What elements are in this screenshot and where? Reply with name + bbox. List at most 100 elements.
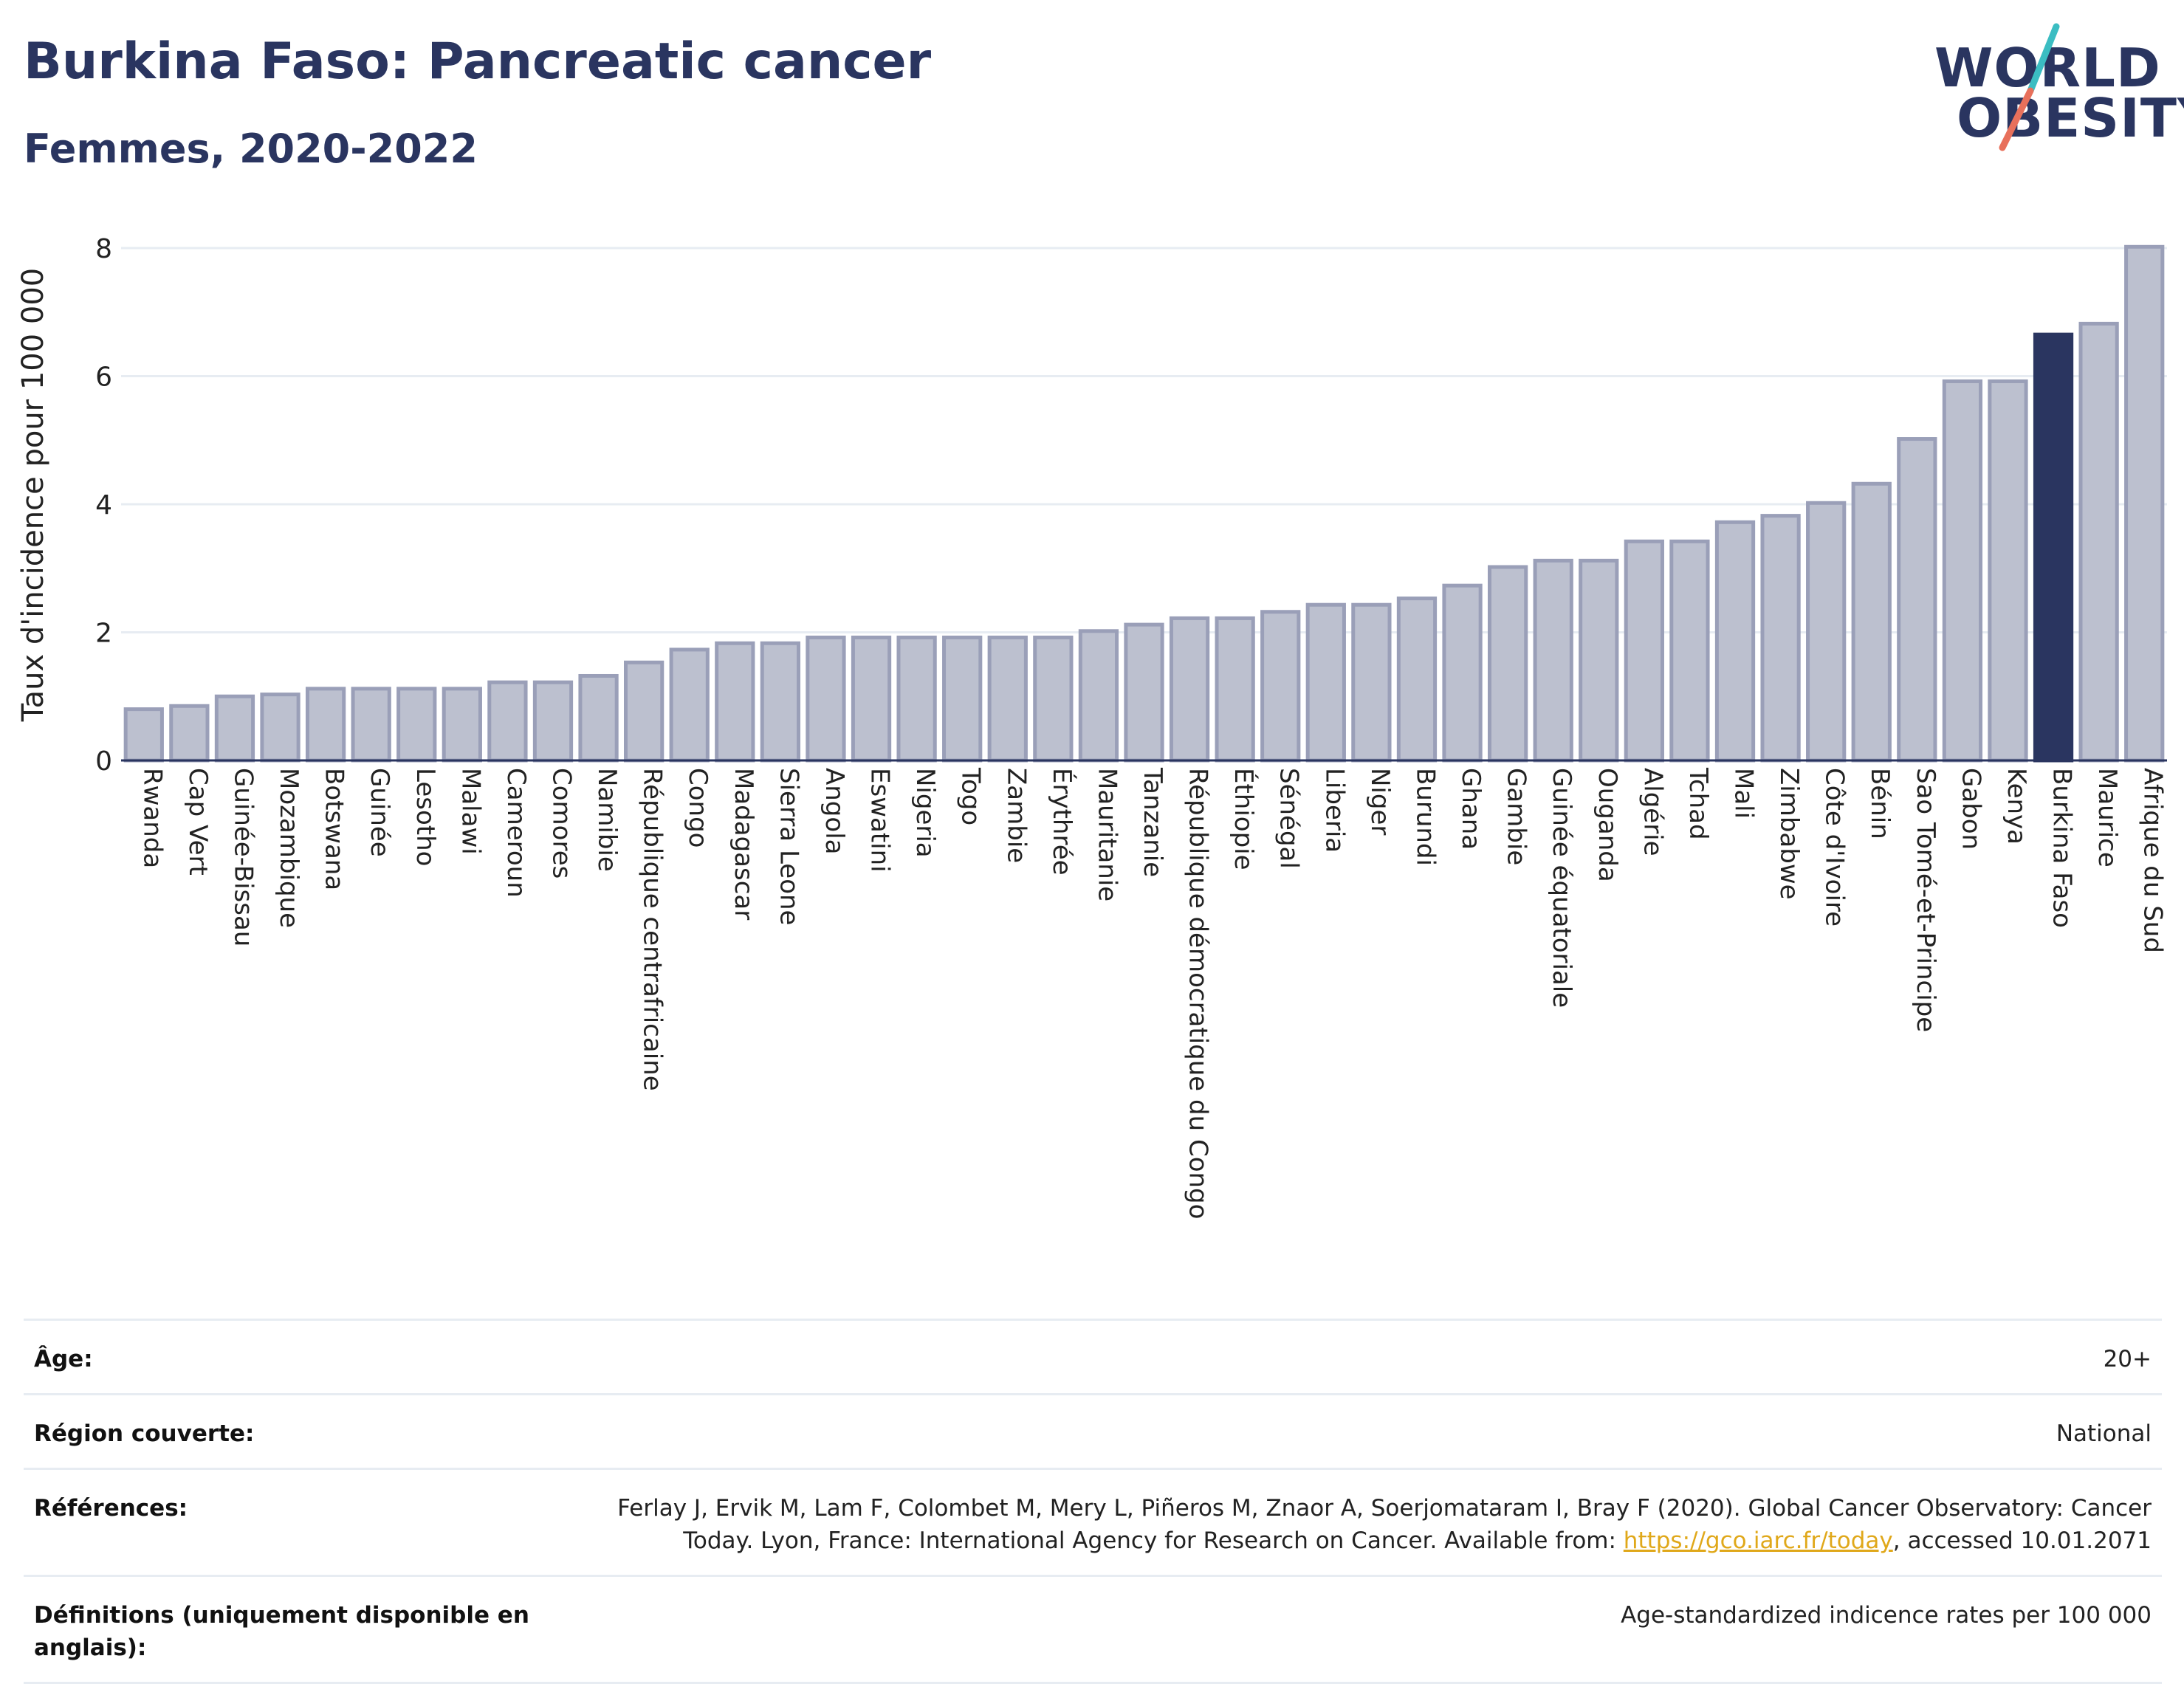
- x-tick-label: Burkina Faso: [2047, 768, 2077, 928]
- references-text: Ferlay J, Ervik M, Lam F, Colombet M, Me…: [617, 1495, 2152, 1554]
- x-tick-label: Sao Tomé-et-Principe: [1911, 768, 1940, 1032]
- x-tick-label: Guinée équatoriale: [1547, 768, 1576, 1008]
- meta-label-region: Région couverte:: [34, 1420, 255, 1447]
- x-tick-label: Zimbabwe: [1774, 768, 1804, 900]
- meta-label-definitions: Définitions (uniquement disponible en an…: [34, 1602, 529, 1661]
- x-tick-label: Burundi: [1410, 768, 1440, 866]
- bar: [715, 641, 755, 763]
- bar: [760, 641, 801, 763]
- bar: [260, 692, 301, 763]
- chart-subtitle: Femmes, 2020-2022: [24, 126, 478, 172]
- bar: [1487, 565, 1528, 763]
- bar: [1851, 481, 1892, 763]
- x-tick-label: République démocratique du Congo: [1184, 768, 1213, 1219]
- x-tick-label: Eswatini: [865, 768, 895, 873]
- y-axis-ticks: 0 2 4 6 8: [95, 234, 112, 777]
- meta-label-age: Âge:: [34, 1346, 93, 1372]
- x-tick-label: Algérie: [1638, 768, 1667, 856]
- bar: [1942, 379, 1983, 763]
- bar: [1078, 629, 1119, 763]
- x-tick-label: Mozambique: [274, 768, 303, 928]
- x-tick-label: République centrafricaine: [638, 768, 667, 1091]
- meta-row-references: Références: Ferlay J, Ervik M, Lam F, Co…: [24, 1468, 2162, 1575]
- bar: [1714, 520, 1756, 763]
- bar: [578, 673, 619, 763]
- bar: [487, 680, 528, 763]
- x-tick-label: Ouganda: [1593, 768, 1622, 882]
- bar: [1396, 597, 1438, 763]
- x-tick-label: Érythrée: [1047, 768, 1077, 876]
- y-tick-label: 6: [95, 362, 112, 393]
- x-tick-label: Tanzanie: [1138, 767, 1167, 877]
- bar: [1760, 514, 1801, 763]
- references-link[interactable]: https://gco.iarc.fr/today: [1623, 1527, 1893, 1554]
- bar: [942, 635, 983, 763]
- bar: [669, 647, 710, 763]
- bar: [1305, 602, 1346, 763]
- x-tick-label: Gambie: [1502, 768, 1531, 865]
- x-tick-label: Tchad: [1683, 767, 1713, 840]
- x-tick-label: Zambie: [1001, 768, 1031, 863]
- x-tick-label: Afrique du Sud: [2138, 768, 2168, 953]
- chart-title: Burkina Faso: Pancreatic cancer: [24, 32, 932, 91]
- bar: [1124, 622, 1164, 763]
- x-tick-label: Éthiopie: [1229, 768, 1259, 870]
- bar: [851, 635, 892, 763]
- x-axis-labels: Rwanda Cap Vert Guinée-Bissau Mozambique Bot…: [137, 767, 2167, 1219]
- bar: [1169, 616, 1210, 763]
- y-tick-label: 2: [95, 619, 112, 649]
- x-tick-label: Malawi: [456, 768, 485, 855]
- logo-line-2: OBESITY: [1957, 87, 2184, 149]
- x-tick-label: Madagascar: [729, 768, 758, 920]
- x-tick-label: Cap Vert: [183, 768, 213, 876]
- x-tick-label: Ghana: [1456, 768, 1486, 850]
- x-tick-label: Togo: [956, 767, 986, 825]
- x-tick-label: Côte d'Ivoire: [1820, 768, 1850, 927]
- x-tick-label: Maurice: [2092, 768, 2122, 867]
- x-tick-label: Mauritanie: [1092, 768, 1122, 901]
- bar: [806, 635, 846, 763]
- bar: [1533, 558, 1573, 763]
- x-tick-label: Sierra Leone: [774, 768, 803, 925]
- bar: [1215, 616, 1255, 763]
- x-tick-label: Niger: [1365, 768, 1395, 835]
- x-tick-label: Lesotho: [411, 768, 440, 866]
- bar: [2124, 244, 2165, 763]
- x-tick-label: Cameroun: [501, 768, 531, 898]
- bar: [396, 687, 437, 763]
- x-tick-label: Liberia: [1319, 768, 1349, 853]
- x-tick-label: Bénin: [1865, 768, 1895, 839]
- x-tick-label: Sénégal: [1274, 768, 1304, 869]
- bar: [1442, 583, 1483, 763]
- world-obesity-logo: WORLD OBESITY: [1920, 21, 2184, 161]
- bar: [123, 707, 164, 763]
- bar: [169, 704, 210, 763]
- bar: [2078, 321, 2119, 763]
- bar: [1033, 635, 1074, 763]
- bar: [1260, 610, 1301, 763]
- x-tick-label: Nigeria: [910, 768, 940, 858]
- metadata-table: Âge: 20+ Région couverte: National Référ…: [24, 1319, 2162, 1684]
- y-tick-label: 8: [95, 234, 112, 264]
- x-tick-label: Guinée: [365, 768, 394, 857]
- bar: [1624, 539, 1664, 763]
- bar: [442, 687, 482, 763]
- x-tick-label: Angola: [820, 768, 849, 854]
- bar: [896, 635, 937, 763]
- references-accessed: , accessed 10.01.2071: [1892, 1527, 2152, 1554]
- bar: [1579, 558, 1619, 763]
- x-tick-label: Rwanda: [137, 768, 167, 868]
- meta-label-references: Références:: [34, 1495, 188, 1522]
- bar: [305, 687, 346, 763]
- x-tick-label: Kenya: [2002, 768, 2031, 845]
- x-tick-label: Namibie: [592, 768, 622, 872]
- bar: [987, 635, 1028, 763]
- bar: [351, 687, 391, 763]
- x-tick-label: Guinée-Bissau: [228, 768, 258, 946]
- meta-value-definitions: Age-standardized indicence rates per 100…: [1621, 1602, 2152, 1629]
- bar: [532, 680, 574, 763]
- bar: [1806, 501, 1847, 763]
- x-tick-label: Comores: [546, 768, 576, 879]
- meta-value-age: 20+: [2103, 1346, 2152, 1372]
- meta-row-region: Région couverte: National: [24, 1393, 2162, 1468]
